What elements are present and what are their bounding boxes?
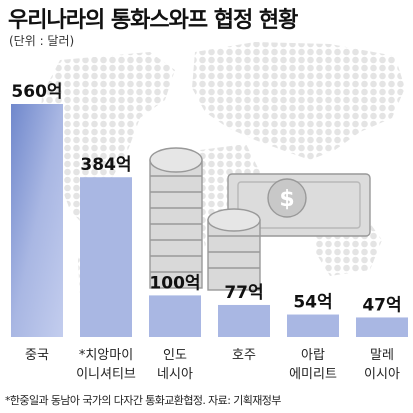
chart-title: 우리나라의 통화스와프 협정 현황 xyxy=(8,8,298,33)
category-label-3-0: 호주 xyxy=(232,348,256,363)
value-label-5: 47억 xyxy=(362,295,401,315)
value-label-1: 384억 xyxy=(80,155,131,175)
category-label-0-0: 중국 xyxy=(25,348,49,363)
value-label-2: 100억 xyxy=(149,273,200,293)
bar-1 xyxy=(80,177,132,337)
category-label-5-0: 말레 xyxy=(370,348,394,363)
category-label-4-1: 에미리트 xyxy=(289,367,337,382)
category-label-1-0: *치앙마이 xyxy=(79,348,133,363)
footnote: *한중일과 동남아 국가의 다자간 통화교환협정. 자료: 기획재정부 xyxy=(5,394,281,407)
money-illustration: $ xyxy=(149,147,371,291)
coin-stack-icon xyxy=(149,147,203,289)
category-label-5-1: 이시아 xyxy=(364,367,400,382)
category-label-1-1: 이니셔티브 xyxy=(76,367,136,382)
dollar-coin-icon xyxy=(267,178,307,218)
bar-4 xyxy=(287,314,339,337)
value-label-4: 54억 xyxy=(293,293,332,313)
bar-3 xyxy=(218,304,270,337)
category-label-4-0: 아랍 xyxy=(301,348,325,363)
value-label-0: 560억 xyxy=(11,82,62,102)
unit-label: (단위 : 달러) xyxy=(9,34,75,48)
category-label-2-0: 인도 xyxy=(163,348,187,363)
coin-stack-icon xyxy=(207,208,261,291)
value-label-3: 77억 xyxy=(224,283,263,303)
category-label-2-1: 네시아 xyxy=(157,367,193,382)
bar-0 xyxy=(11,104,63,337)
bar-5 xyxy=(356,317,408,337)
svg-text:$: $ xyxy=(279,187,294,212)
bar-2 xyxy=(149,295,201,337)
